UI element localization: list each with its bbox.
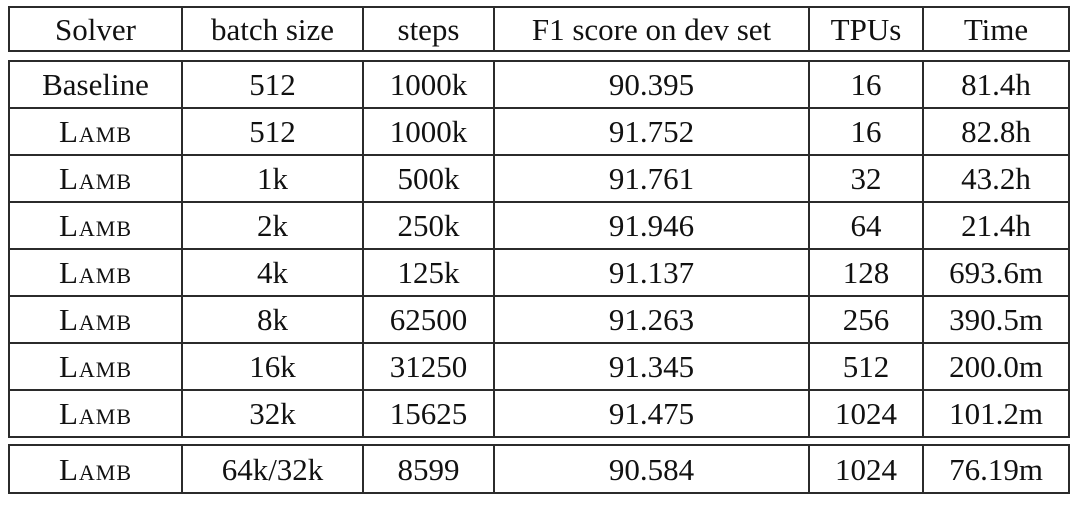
cell-time: 390.5m: [922, 295, 1070, 344]
cell-solver: Lamb: [8, 389, 183, 438]
cell-batch-size: 512: [181, 60, 364, 109]
cell-batch-size: 1k: [181, 154, 364, 203]
cell-steps: 8599: [362, 444, 495, 494]
results-table: Solver batch size steps F1 score on dev …: [8, 6, 1070, 494]
table-row: Lamb 32k 15625 91.475 1024 101.2m: [8, 389, 1070, 438]
table-row: Lamb 16k 31250 91.345 512 200.0m: [8, 342, 1070, 391]
cell-solver: Lamb: [8, 444, 183, 494]
header-time: Time: [922, 6, 1070, 51]
header-tpus: TPUs: [808, 6, 924, 51]
cell-f1-score: 91.345: [493, 342, 810, 391]
header-steps: steps: [362, 6, 495, 51]
cell-steps: 1000k: [362, 60, 495, 109]
header-f1-score: F1 score on dev set: [493, 6, 810, 51]
cell-tpus: 1024: [808, 389, 924, 438]
cell-batch-size: 4k: [181, 248, 364, 297]
cell-f1-score: 90.395: [493, 60, 810, 109]
header-row: Solver batch size steps F1 score on dev …: [8, 6, 1070, 51]
cell-tpus: 256: [808, 295, 924, 344]
cell-f1-score: 91.263: [493, 295, 810, 344]
cell-f1-score: 90.584: [493, 444, 810, 494]
double-rule: [9, 50, 1069, 62]
cell-time: 82.8h: [922, 107, 1070, 156]
cell-tpus: 128: [808, 248, 924, 297]
cell-batch-size: 8k: [181, 295, 364, 344]
cell-batch-size: 64k/32k: [181, 444, 364, 494]
cell-f1-score: 91.761: [493, 154, 810, 203]
cell-time: 21.4h: [922, 201, 1070, 250]
table-row: Baseline 512 1000k 90.395 16 81.4h: [8, 60, 1070, 109]
cell-time: 76.19m: [922, 444, 1070, 494]
cell-tpus: 16: [808, 60, 924, 109]
cell-solver: Lamb: [8, 342, 183, 391]
cell-time: 101.2m: [922, 389, 1070, 438]
cell-batch-size: 2k: [181, 201, 364, 250]
cell-batch-size: 16k: [181, 342, 364, 391]
table-row: Lamb 8k 62500 91.263 256 390.5m: [8, 295, 1070, 344]
cell-batch-size: 32k: [181, 389, 364, 438]
table-row: Lamb 512 1000k 91.752 16 82.8h: [8, 107, 1070, 156]
cell-steps: 1000k: [362, 107, 495, 156]
cell-tpus: 1024: [808, 444, 924, 494]
header-batch-size: batch size: [181, 6, 364, 51]
table-row: Lamb 1k 500k 91.761 32 43.2h: [8, 154, 1070, 203]
cell-f1-score: 91.752: [493, 107, 810, 156]
cell-time: 81.4h: [922, 60, 1070, 109]
cell-solver: Lamb: [8, 295, 183, 344]
cell-solver: Baseline: [8, 60, 183, 109]
cell-steps: 250k: [362, 201, 495, 250]
cell-f1-score: 91.475: [493, 389, 810, 438]
cell-batch-size: 512: [181, 107, 364, 156]
cell-time: 200.0m: [922, 342, 1070, 391]
table-row: Lamb 4k 125k 91.137 128 693.6m: [8, 248, 1070, 297]
table-final: Lamb 64k/32k 8599 90.584 1024 76.19m: [8, 444, 1070, 494]
cell-f1-score: 91.137: [493, 248, 810, 297]
cell-steps: 15625: [362, 389, 495, 438]
cell-solver: Lamb: [8, 248, 183, 297]
cell-steps: 62500: [362, 295, 495, 344]
cell-tpus: 16: [808, 107, 924, 156]
cell-tpus: 512: [808, 342, 924, 391]
table-body: Baseline 512 1000k 90.395 16 81.4h Lamb 512 1000…: [8, 60, 1070, 438]
cell-steps: 500k: [362, 154, 495, 203]
cell-time: 43.2h: [922, 154, 1070, 203]
cell-tpus: 64: [808, 201, 924, 250]
cell-tpus: 32: [808, 154, 924, 203]
table-row-final: Lamb 64k/32k 8599 90.584 1024 76.19m: [8, 444, 1070, 494]
cell-solver: Lamb: [8, 154, 183, 203]
header-solver: Solver: [8, 6, 183, 51]
double-rule: [9, 436, 1069, 446]
cell-f1-score: 91.946: [493, 201, 810, 250]
final-separator: [9, 436, 1069, 446]
cell-time: 693.6m: [922, 248, 1070, 297]
table-header: Solver batch size steps F1 score on dev …: [8, 6, 1070, 51]
cell-solver: Lamb: [8, 201, 183, 250]
table-row: Lamb 2k 250k 91.946 64 21.4h: [8, 201, 1070, 250]
header-separator: [9, 50, 1069, 62]
cell-solver: Lamb: [8, 107, 183, 156]
cell-steps: 125k: [362, 248, 495, 297]
cell-steps: 31250: [362, 342, 495, 391]
